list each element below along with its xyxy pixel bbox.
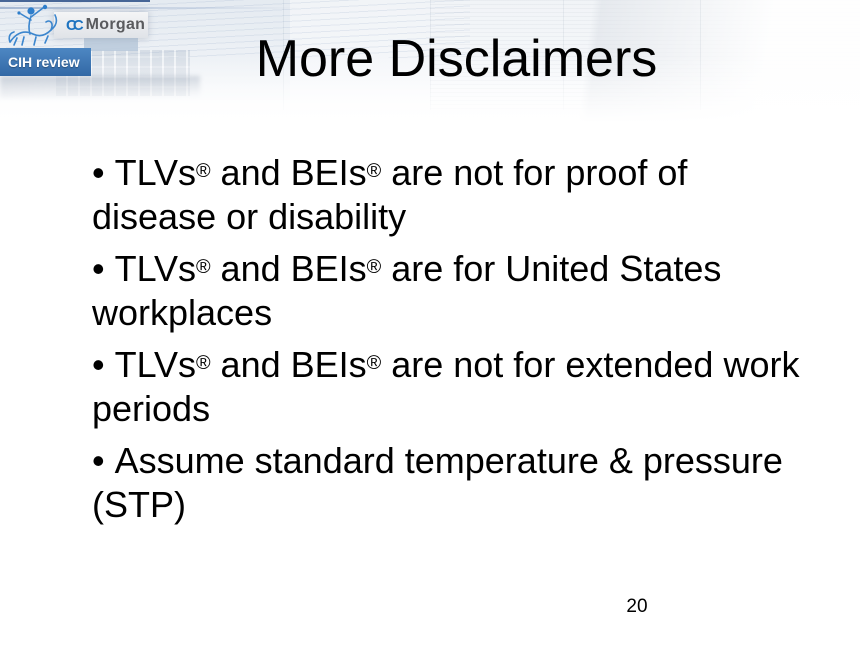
bullet-text: Assume standard temperature & pressure (… bbox=[92, 440, 783, 525]
collage-blue-block bbox=[84, 38, 138, 51]
navy-top-line bbox=[0, 0, 150, 2]
bullet-list: • TLVs® and BEIs® are not for proof of di… bbox=[92, 151, 800, 535]
bullet-text: TLVs® and BEIs® are for United States wo… bbox=[92, 248, 722, 333]
morgan-logo-wordmark: Morgan bbox=[85, 16, 146, 33]
morgan-logo: CC Morgan bbox=[54, 12, 148, 38]
blue-accent-line bbox=[0, 7, 300, 9]
bullet-marker: • bbox=[92, 248, 105, 289]
bullet-item: • Assume standard temperature & pressure … bbox=[92, 439, 800, 527]
bullet-item: • TLVs® and BEIs® are not for proof of di… bbox=[92, 151, 800, 239]
page-number: 20 bbox=[626, 596, 648, 617]
header-photo-collage bbox=[0, 0, 860, 135]
bullet-item: • TLVs® and BEIs® are not for extended wo… bbox=[92, 343, 800, 431]
lion-rider-emblem-icon bbox=[8, 4, 58, 46]
bullet-text: TLVs® and BEIs® are not for proof of dis… bbox=[92, 152, 688, 237]
cih-review-badge: CIH review bbox=[0, 48, 91, 76]
bullet-marker: • bbox=[92, 440, 105, 481]
morgan-logo-mark: CC bbox=[66, 16, 84, 34]
bullet-item: • TLVs® and BEIs® are for United States w… bbox=[92, 247, 800, 335]
header-white-fade bbox=[0, 55, 860, 135]
bullet-marker: • bbox=[92, 152, 105, 193]
bullet-marker: • bbox=[92, 344, 105, 385]
slide-title: More Disclaimers bbox=[255, 30, 658, 88]
bullet-text: TLVs® and BEIs® are not for extended wor… bbox=[92, 344, 800, 429]
